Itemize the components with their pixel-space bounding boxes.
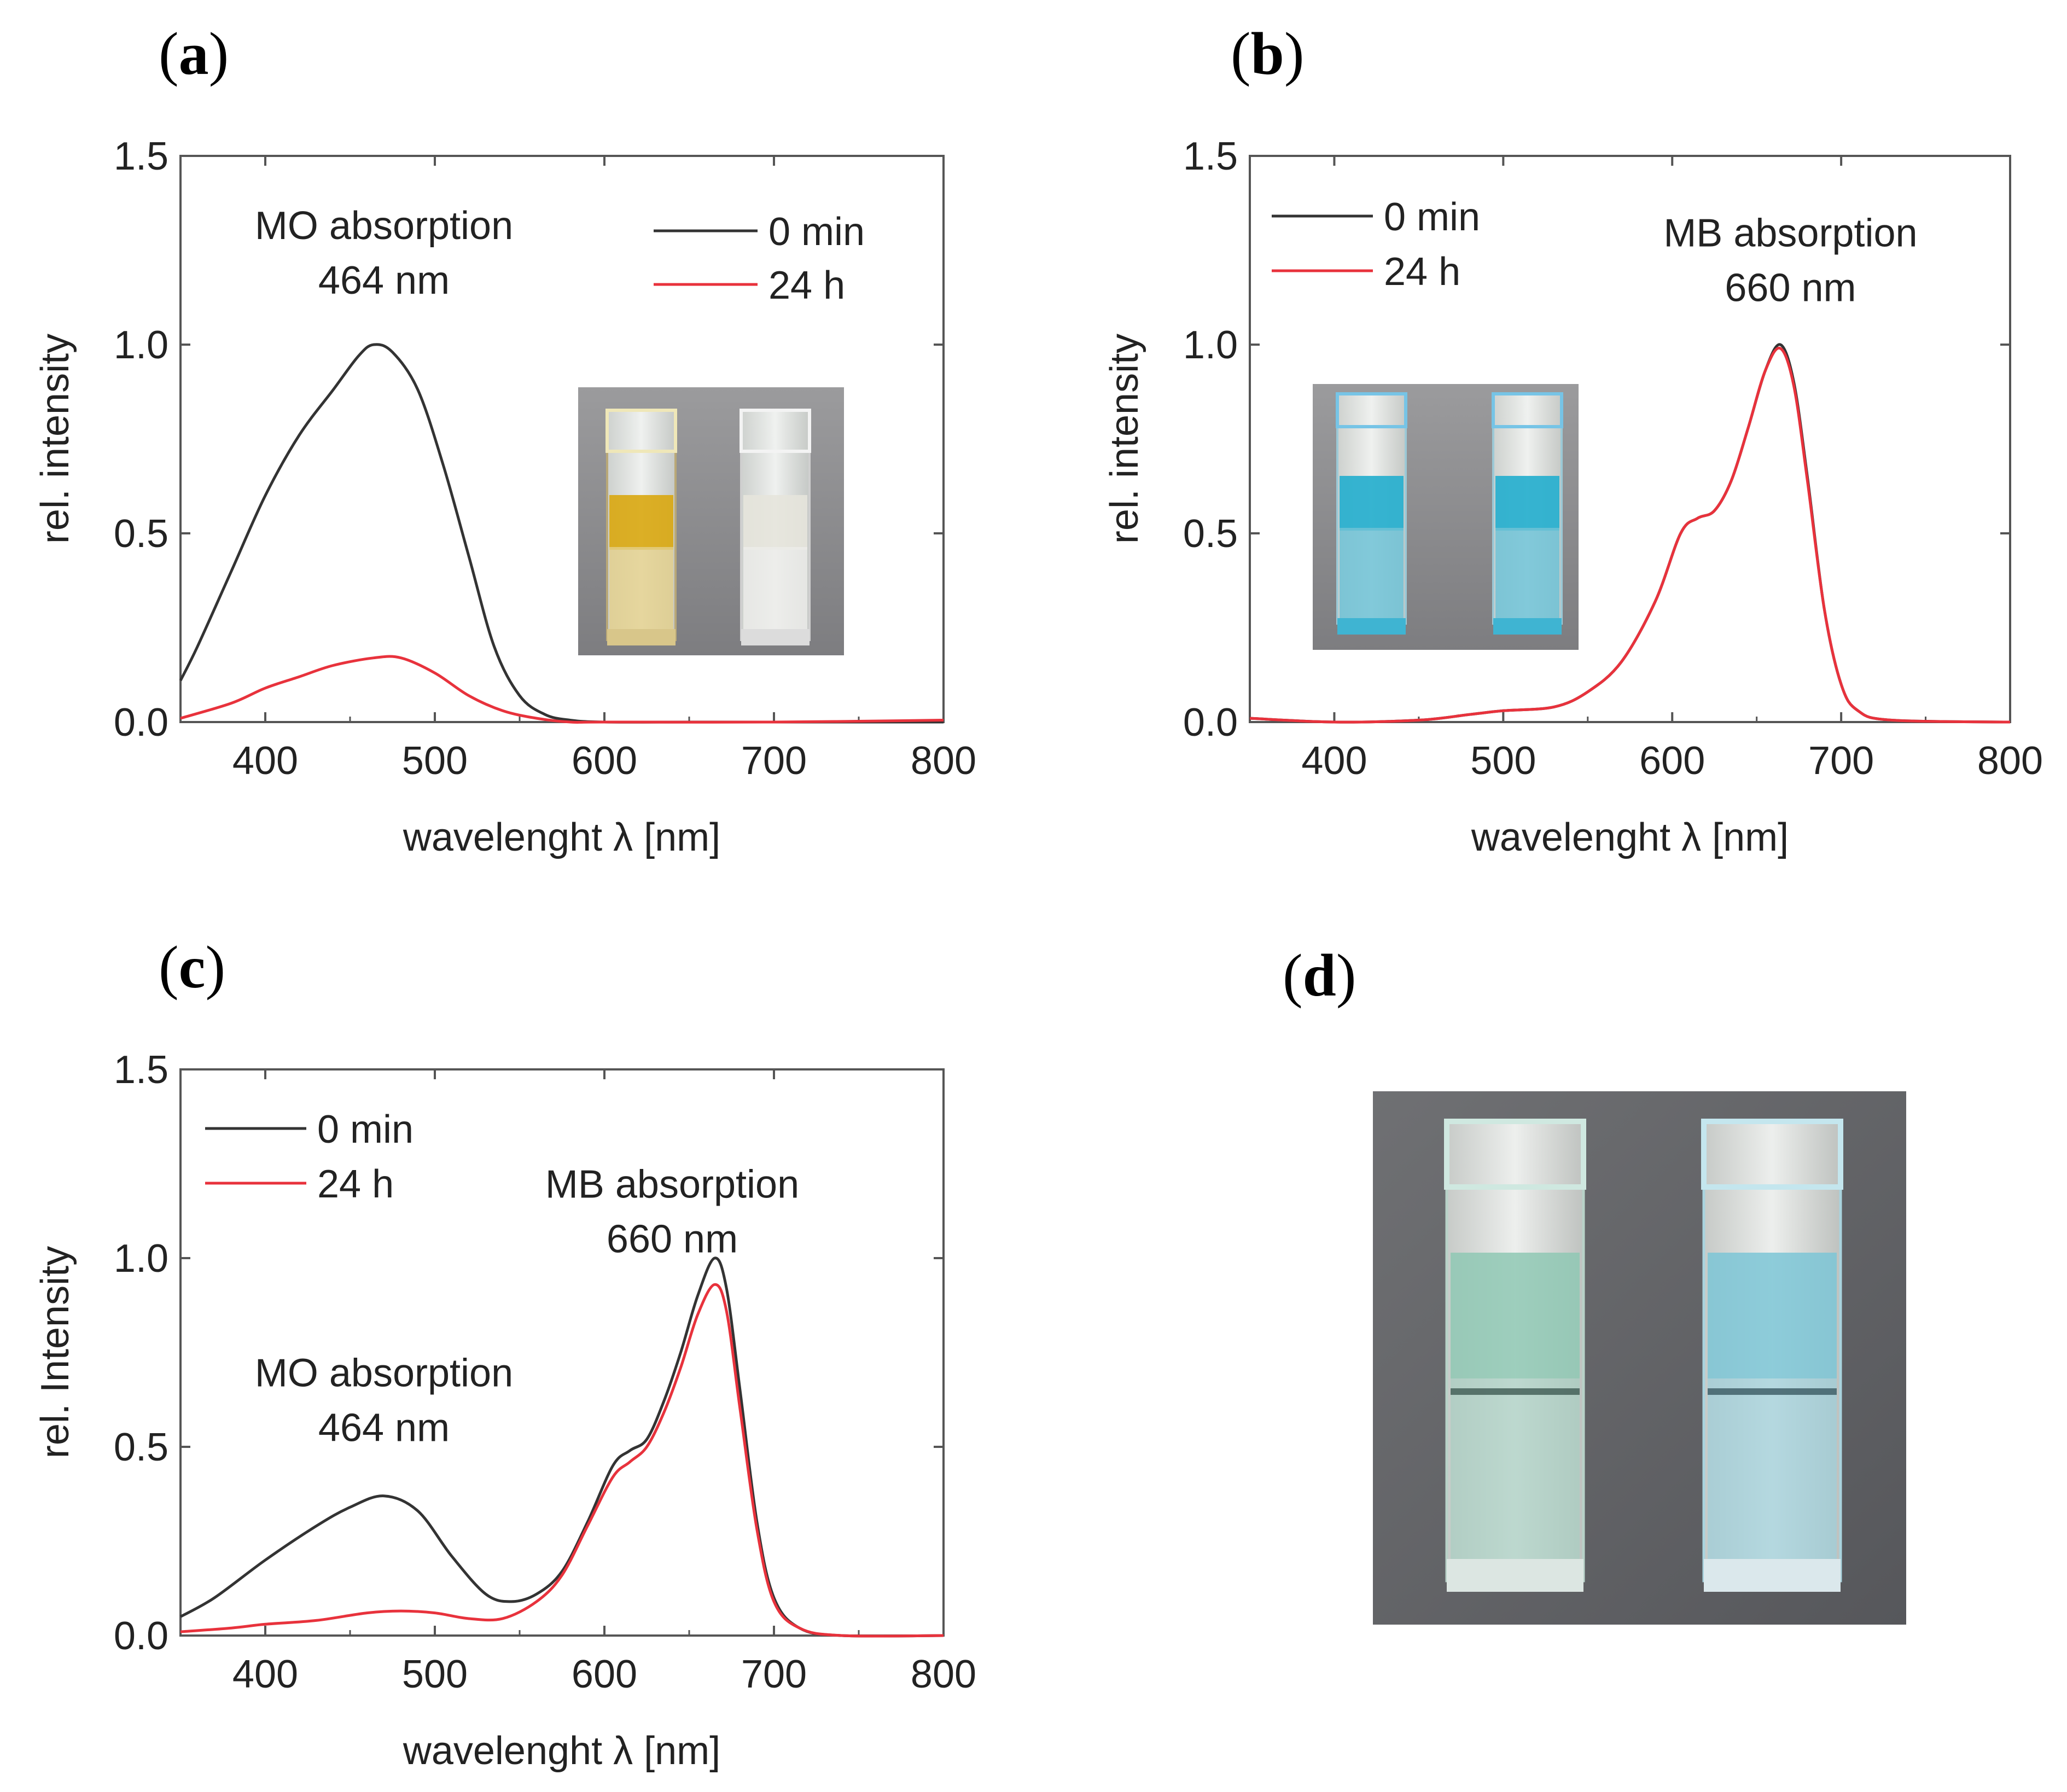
chart-c-xlabel: wavelenght λ [nm] (403, 1729, 720, 1773)
chart-a-series-24h-line (180, 655, 944, 724)
panel-b-letter: b (1251, 20, 1284, 87)
chart-a-annotation: 464 nm (318, 259, 450, 302)
chart-c-ytick-label: 0.0 (114, 1614, 168, 1658)
svg-text:(c): (c) (159, 934, 225, 1000)
panel-label-a: (a) (159, 20, 229, 87)
chart-a-annotation: MO absorption (255, 204, 513, 248)
chart-c-legend-label-24h: 24 h (317, 1162, 394, 1206)
chart-a-xtick-label: 800 (911, 739, 976, 783)
photo-d (1373, 1091, 1906, 1625)
chart-a-annotations: MO absorption 464 nm (255, 204, 513, 302)
chart-a-inset-photo (578, 387, 844, 655)
chart-b-xtick-label: 800 (1977, 739, 2043, 783)
chart-c-xtick-label: 600 (572, 1653, 637, 1696)
chart-c-series (179, 1256, 944, 1638)
chart-b-xtick-label: 500 (1470, 739, 1536, 783)
svg-text:(b): (b) (1231, 20, 1304, 87)
panel-label-c: (c) (159, 934, 225, 1000)
chart-c-series-0min-line (179, 1256, 944, 1638)
chart-b-ytick-labels: 0.0 0.5 1.0 1.5 (1183, 135, 1238, 744)
chart-b-inset-photo (1313, 384, 1579, 650)
cuvette-yellow (605, 409, 677, 645)
chart-b-ytick-label: 0.5 (1183, 512, 1238, 556)
chart-b-xlabel: wavelenght λ [nm] (1471, 816, 1789, 859)
chart-a: 400 500 600 700 800 0.0 0.5 1.0 1.5 wavelenght … (33, 135, 976, 859)
chart-a-ytick-label: 1.0 (114, 323, 168, 367)
chart-a-ytick-labels: 0.0 0.5 1.0 1.5 (114, 135, 168, 744)
cuvette-green-left (1444, 1119, 1586, 1592)
chart-a-xtick-labels: 400 500 600 700 800 (232, 739, 976, 783)
chart-a-legend-label-24h: 24 h (768, 264, 845, 307)
chart-b-xtick-label: 700 (1808, 739, 1874, 783)
chart-b-xtick-label: 400 (1301, 739, 1367, 783)
chart-a-xtick-label: 400 (232, 739, 298, 783)
chart-c-annotation: MO absorption (255, 1352, 513, 1395)
chart-a-ytick-label: 0.0 (114, 701, 168, 744)
chart-b-annotation: MB absorption (1663, 212, 1917, 255)
chart-c-ylabel: rel. Intensity (33, 1246, 77, 1458)
chart-c-xtick-labels: 400 500 600 700 800 (232, 1653, 976, 1696)
chart-c-ytick-label: 0.5 (114, 1426, 168, 1469)
chart-c-annotations: MO absorption 464 nm MB absorption 660 nm (255, 1163, 799, 1450)
chart-a-ytick-label: 1.5 (114, 135, 168, 178)
chart-a-legend-label-0min: 0 min (768, 210, 865, 254)
chart-b-legend: 0 min 24 h (1272, 195, 1480, 294)
chart-c-ytick-label: 1.5 (114, 1048, 168, 1092)
chart-b-ytick-label: 0.0 (1183, 701, 1238, 744)
chart-a-xtick-label: 600 (572, 739, 637, 783)
cuvette-blue-left (1336, 392, 1407, 635)
chart-b-xtick-labels: 400 500 600 700 800 (1301, 739, 2043, 783)
cuvette-blue-right-d (1701, 1119, 1843, 1592)
chart-c-frame (179, 1068, 945, 1637)
chart-a-legend: 0 min 24 h (654, 210, 865, 307)
svg-text:(a): (a) (159, 20, 229, 87)
chart-c-xtick-label: 800 (911, 1653, 976, 1696)
chart-b: 400 500 600 700 800 0.0 0.5 1.0 1.5 wavelenght … (1103, 135, 2043, 859)
chart-b-legend-label-24h: 24 h (1384, 250, 1460, 294)
chart-a-ylabel: rel. intensity (33, 334, 77, 544)
chart-b-legend-label-0min: 0 min (1384, 195, 1480, 239)
chart-a-series (179, 343, 944, 724)
chart-c-xtick-label: 700 (741, 1653, 807, 1696)
chart-b-xtick-label: 600 (1639, 739, 1705, 783)
cuvette-clear (740, 409, 811, 645)
chart-c-annotation: 464 nm (318, 1406, 450, 1450)
chart-c-series-24h-line (180, 1283, 944, 1638)
chart-b-frame (1249, 155, 2011, 723)
chart-b-ytick-label: 1.0 (1183, 323, 1238, 367)
chart-c-xtick-label: 400 (232, 1653, 298, 1696)
chart-c-legend-label-0min: 0 min (317, 1108, 414, 1151)
cuvette-blue-right (1492, 392, 1563, 635)
chart-c-legend: 0 min 24 h (205, 1108, 414, 1206)
chart-a-xtick-label: 500 (402, 739, 468, 783)
panel-label-b: (b) (1231, 20, 1304, 87)
chart-c-annotation: MB absorption (545, 1163, 799, 1207)
chart-c-xtick-label: 500 (402, 1653, 468, 1696)
svg-text:(d): (d) (1283, 942, 1356, 1009)
chart-b-ytick-label: 1.5 (1183, 135, 1238, 178)
panel-c-letter: c (179, 934, 206, 1000)
chart-c-ytick-label: 1.0 (114, 1237, 168, 1281)
panel-label-d: (d) (1283, 942, 1356, 1009)
chart-b-annotation: 660 nm (1725, 266, 1856, 310)
chart-a-ytick-label: 0.5 (114, 512, 168, 556)
chart-b-ylabel: rel. intensity (1103, 334, 1146, 544)
chart-a-xtick-label: 700 (741, 739, 807, 783)
chart-c-ytick-labels: 0.0 0.5 1.0 1.5 (114, 1048, 168, 1658)
chart-a-xlabel: wavelenght λ [nm] (403, 816, 720, 859)
chart-b-series-24h-line (1249, 346, 2011, 724)
chart-b-series (1249, 343, 2011, 724)
panel-d-letter: d (1303, 942, 1336, 1009)
chart-b-annotations: MB absorption 660 nm (1663, 212, 1917, 310)
chart-c: 400 500 600 700 800 0.0 0.5 1.0 1.5 wavelenght … (33, 1048, 976, 1773)
chart-c-annotation: 660 nm (607, 1218, 738, 1261)
panel-a-letter: a (179, 20, 209, 87)
